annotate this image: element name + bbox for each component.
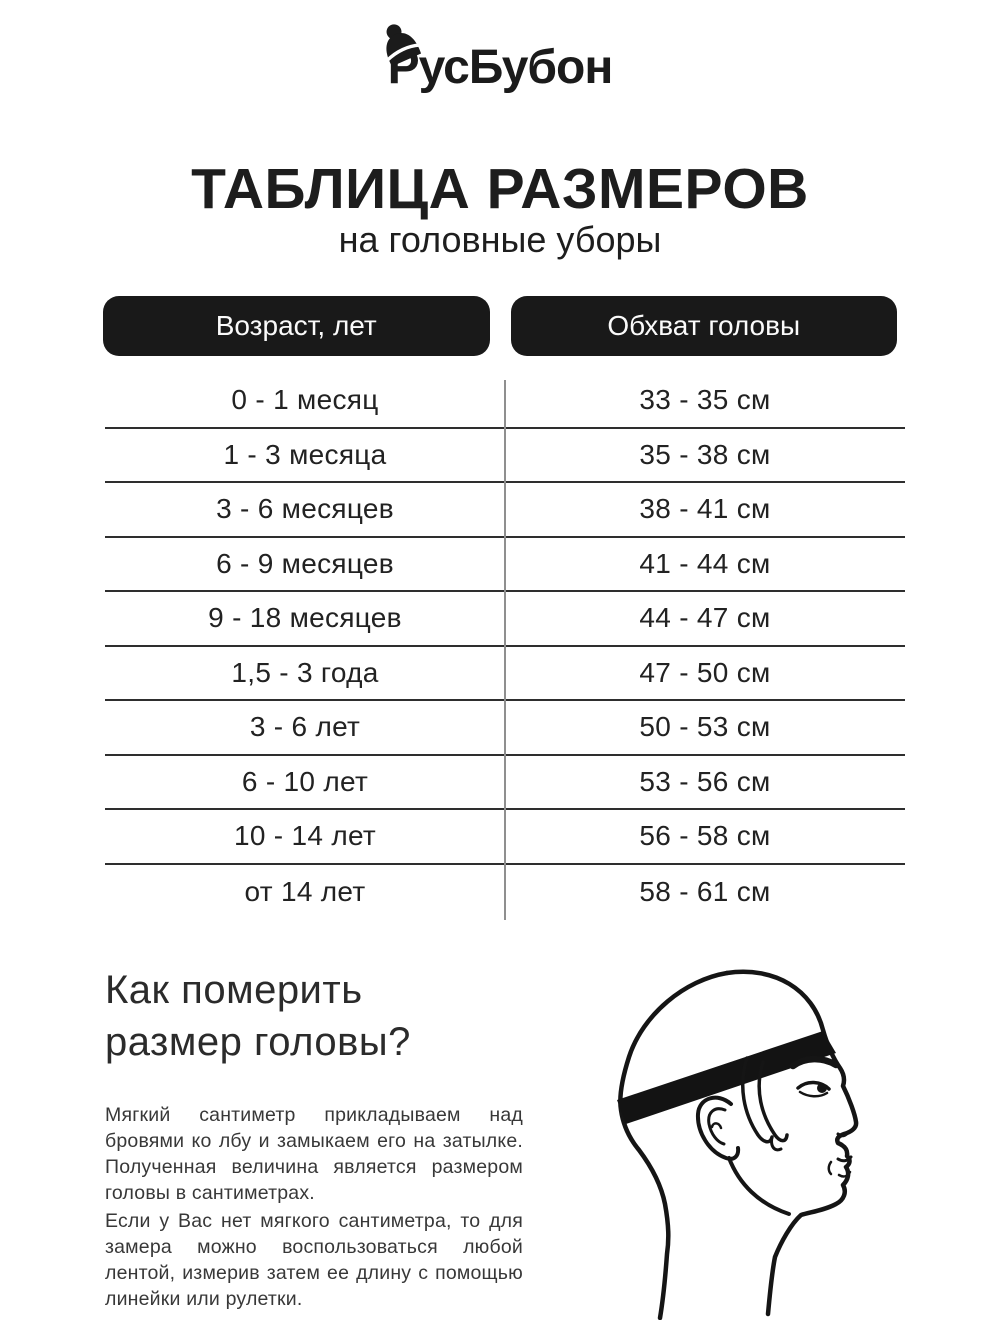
size-cell: 35 - 38 см [639,438,771,470]
column-header-circumference: Обхват головы [510,296,897,356]
table-column-divider [504,380,506,920]
size-cell: 58 - 61 см [639,875,771,907]
page-title: ТАБЛИЦА РАЗМЕРОВ [191,157,809,221]
size-table: 0 - 1 месяц 33 - 35 см 1 - 3 месяца 35 -… [105,374,905,920]
age-cell: 9 - 18 месяцев [208,602,402,634]
brand-logo-text: РусБубон [387,41,614,94]
age-cell: 0 - 1 месяц [231,384,379,416]
table-column-headers: Возраст, лет Обхват головы [103,296,897,356]
age-cell: от 14 лет [244,875,366,907]
size-cell: 38 - 41 см [639,493,771,525]
size-cell: 33 - 35 см [639,384,771,416]
age-cell: 1 - 3 месяца [223,438,387,470]
age-cell: 3 - 6 месяцев [216,493,394,525]
age-cell: 3 - 6 лет [249,711,361,743]
size-cell: 50 - 53 см [639,711,771,743]
size-cell: 44 - 47 см [639,602,771,634]
howto-heading: Как померить размер головы? [105,968,411,1064]
size-cell: 41 - 44 см [639,547,771,579]
column-header-age: Возраст, лет [103,296,490,356]
size-cell: 56 - 58 см [639,820,771,852]
page-subtitle: на головные уборы [338,219,662,260]
head-measurement-illustration [617,969,859,1320]
age-cell: 10 - 14 лет [233,820,377,852]
size-cell: 47 - 50 см [639,656,771,688]
age-cell: 6 - 9 месяцев [216,547,394,579]
howto-paragraph-2: Если у Вас нет мягкого сантиметра, то дл… [105,1209,523,1310]
age-cell: 1,5 - 3 года [231,656,379,688]
age-cell: 6 - 10 лет [241,765,369,797]
brand-logo: РусБубон [0,24,1000,95]
table-row: от 14 лет 58 - 61 см [105,865,905,920]
size-cell: 53 - 56 см [639,765,771,797]
howto-paragraph-1: Мягкий сантиметр прикладываем над бровям… [105,1103,523,1204]
beanie-hat-icon [385,24,421,67]
